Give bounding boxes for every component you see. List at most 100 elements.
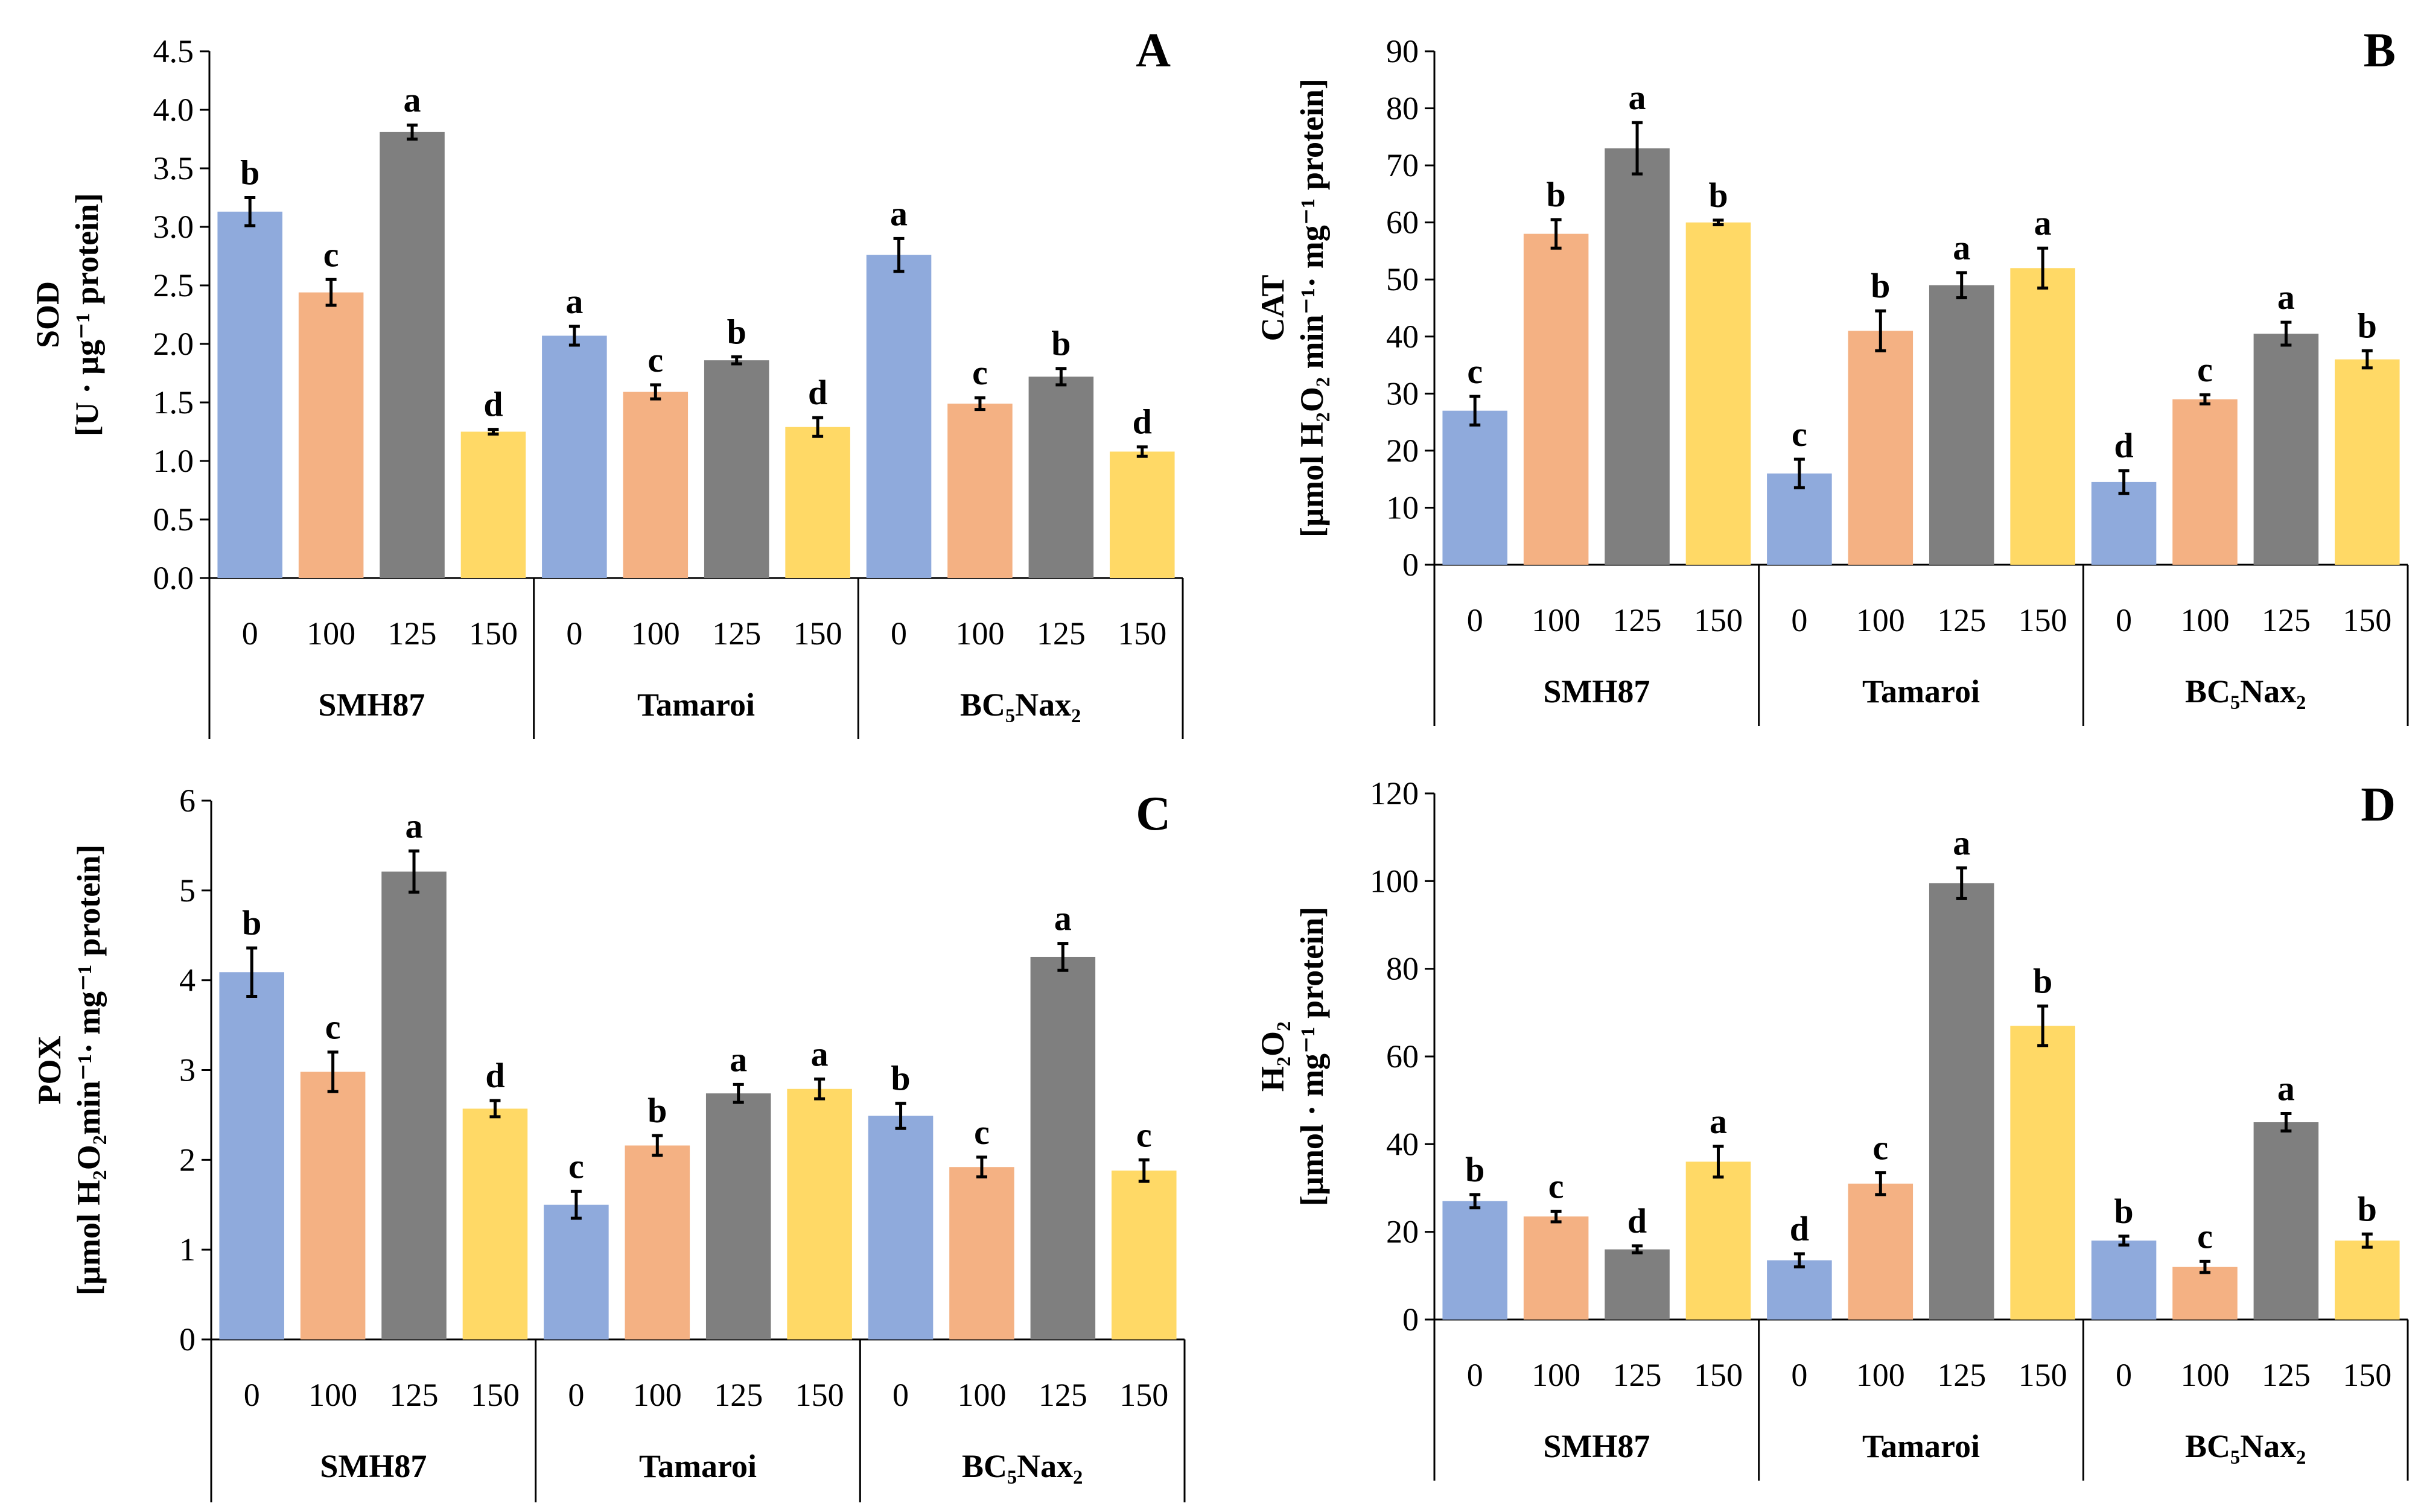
significance-letter: d	[485, 1056, 504, 1095]
bar-SMH87-150	[1685, 222, 1751, 565]
y-tick-label: 2.0	[153, 326, 194, 362]
significance-letter: a	[811, 1034, 829, 1073]
treatment-label: 125	[1937, 1357, 1986, 1393]
y-tick-label: 0.5	[153, 501, 194, 538]
significance-letter: b	[240, 153, 259, 192]
treatment-label: 100	[631, 615, 680, 652]
y-tick-label: 60	[1386, 1038, 1419, 1075]
treatment-label: 100	[1856, 1357, 1905, 1393]
y-tick-label: 100	[1370, 863, 1419, 899]
significance-letter: b	[2033, 961, 2052, 1000]
y-tick-label: 10	[1386, 489, 1419, 526]
panel-label: D	[2361, 778, 2396, 831]
bar-SMH87-100	[1523, 233, 1589, 565]
significance-letter: d	[1790, 1209, 1809, 1248]
treatment-label: 150	[1694, 1357, 1743, 1393]
significance-letter: a	[2277, 1069, 2295, 1108]
treatment-label: 150	[1694, 602, 1743, 638]
bar-BC₅Nax₂-150	[1112, 1171, 1177, 1339]
bar-BC₅Nax₂-100	[2172, 399, 2238, 565]
y-axis-title: SOD	[30, 281, 66, 348]
treatment-label: 125	[1039, 1377, 1087, 1413]
treatment-label: 0	[242, 615, 258, 652]
significance-letter: c	[1792, 415, 1807, 454]
significance-letter: c	[2197, 350, 2213, 389]
significance-letter: b	[1546, 175, 1565, 214]
bar-BC₅Nax₂-125	[1030, 956, 1096, 1339]
panel-C: 0 1 2 3 4 5 6 POX [µmol H₂O₂min⁻¹· mg⁻¹ protein]…	[31, 783, 1186, 1502]
significance-letter: c	[568, 1146, 584, 1186]
bar-SMH87-125	[1605, 1249, 1670, 1320]
treatment-label: 0	[568, 1377, 584, 1413]
significance-letter: b	[2358, 306, 2377, 345]
group-label: Tamaroi	[639, 1448, 757, 1484]
y-tick-label: 0.0	[153, 560, 194, 596]
significance-letter: d	[1627, 1201, 1647, 1240]
treatment-label: 150	[2019, 602, 2067, 638]
significance-letter: b	[2358, 1189, 2377, 1228]
y-axis-units: [µmol · mg⁻¹ protein]	[1294, 907, 1330, 1206]
group-label: BC₅Nax₂	[960, 687, 1081, 723]
bar-Tamaroi-0	[544, 1204, 609, 1339]
bar-Tamaroi-100	[623, 392, 689, 578]
bar-SMH87-125	[1605, 148, 1670, 565]
panel-A: 0.0 0.5 1.0 1.5 2.0 2.5 3.0 3.5 4.0 4.5 SOD [U · µg…	[30, 24, 1184, 739]
bar-BC₅Nax₂-0	[2091, 1240, 2157, 1320]
group-label: SMH87	[320, 1448, 427, 1484]
bar-Tamaroi-100	[1848, 1183, 1914, 1320]
y-tick-label: 40	[1386, 1126, 1419, 1162]
group-label: SMH87	[1543, 1428, 1650, 1464]
y-axis-title: H₂O₂	[1255, 1021, 1291, 1091]
y-tick-label: 5	[179, 872, 196, 909]
bar-Tamaroi-100	[1848, 331, 1914, 565]
treatment-label: 125	[714, 1377, 763, 1413]
bar-BC₅Nax₂-100	[2172, 1266, 2238, 1320]
y-tick-label: 20	[1386, 1214, 1419, 1250]
significance-letter: b	[2114, 1192, 2133, 1231]
significance-letter: d	[1133, 402, 1152, 442]
y-tick-label: 120	[1370, 775, 1419, 812]
bar-SMH87-150	[462, 1108, 528, 1339]
treatment-label: 150	[2343, 602, 2391, 638]
treatment-label: 100	[1532, 602, 1580, 638]
y-tick-label: 30	[1386, 375, 1419, 411]
significance-letter: c	[1548, 1167, 1564, 1206]
bar-BC₅Nax₂-100	[947, 403, 1013, 578]
significance-letter: b	[1465, 1150, 1484, 1189]
bar-Tamaroi-150	[787, 1088, 852, 1339]
y-tick-label: 40	[1386, 319, 1419, 355]
treatment-label: 100	[1532, 1357, 1580, 1393]
significance-letter: b	[1871, 266, 1890, 305]
treatment-label: 0	[1791, 602, 1807, 638]
significance-letter: c	[323, 235, 339, 274]
y-tick-label: 90	[1386, 33, 1419, 69]
bar-Tamaroi-125	[1929, 883, 1994, 1320]
bar-BC₅Nax₂-0	[2091, 481, 2157, 565]
bar-BC₅Nax₂-150	[1110, 451, 1175, 578]
group-label: Tamaroi	[637, 687, 755, 723]
bar-Tamaroi-0	[1767, 1260, 1832, 1320]
bar-Tamaroi-100	[625, 1145, 690, 1339]
group-label: SMH87	[1543, 673, 1650, 710]
group-label: Tamaroi	[1862, 1428, 1980, 1464]
y-tick-label: 1	[179, 1231, 196, 1268]
significance-letter: c	[974, 1113, 990, 1152]
y-tick-label: 6	[179, 783, 196, 819]
significance-letter: a	[1710, 1102, 1727, 1141]
significance-letter: a	[406, 806, 423, 845]
bar-BC₅Nax₂-0	[868, 1116, 934, 1339]
y-tick-label: 4.0	[153, 92, 194, 128]
significance-letter: a	[1953, 824, 1970, 863]
y-tick-label: 3.5	[153, 150, 194, 186]
y-tick-label: 3.0	[153, 209, 194, 245]
y-tick-label: 60	[1386, 205, 1419, 241]
bar-BC₅Nax₂-125	[2253, 1122, 2319, 1320]
y-tick-label: 0	[179, 1321, 196, 1358]
bar-SMH87-100	[1523, 1216, 1589, 1320]
treatment-label: 100	[307, 615, 355, 652]
significance-letter: b	[727, 312, 746, 351]
significance-letter: c	[972, 353, 988, 392]
treatment-label: 125	[1937, 602, 1986, 638]
panel-label: A	[1136, 24, 1171, 77]
